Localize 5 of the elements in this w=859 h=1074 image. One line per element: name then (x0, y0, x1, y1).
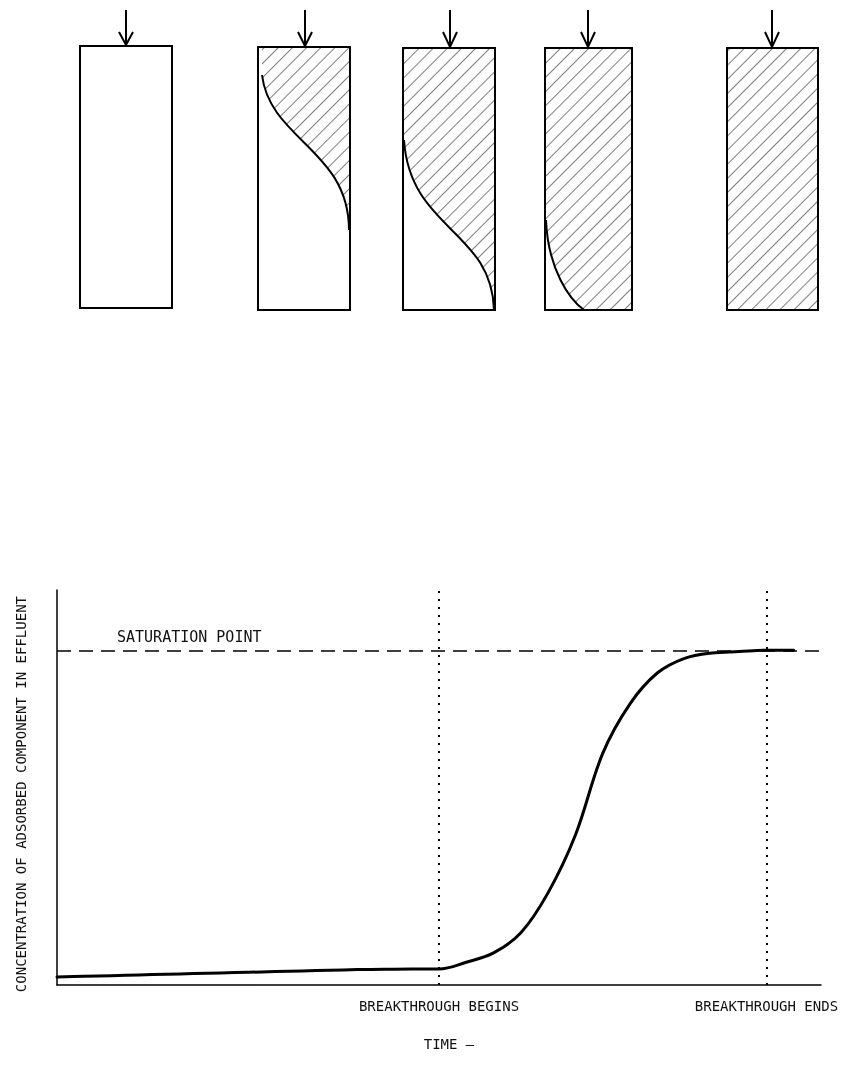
x-axis-title: TIME — (423, 1036, 475, 1052)
y-axis-title: CONCENTRATION OF ADSORBED COMPONENT IN EFFLUENT (13, 595, 29, 993)
x-tick-label: BREAKTHROUGH BEGINS (358, 998, 520, 1014)
ref-line-label: SATURATION POINT (117, 627, 262, 646)
x-tick-label: BREAKTHROUGH ENDS (694, 998, 839, 1014)
